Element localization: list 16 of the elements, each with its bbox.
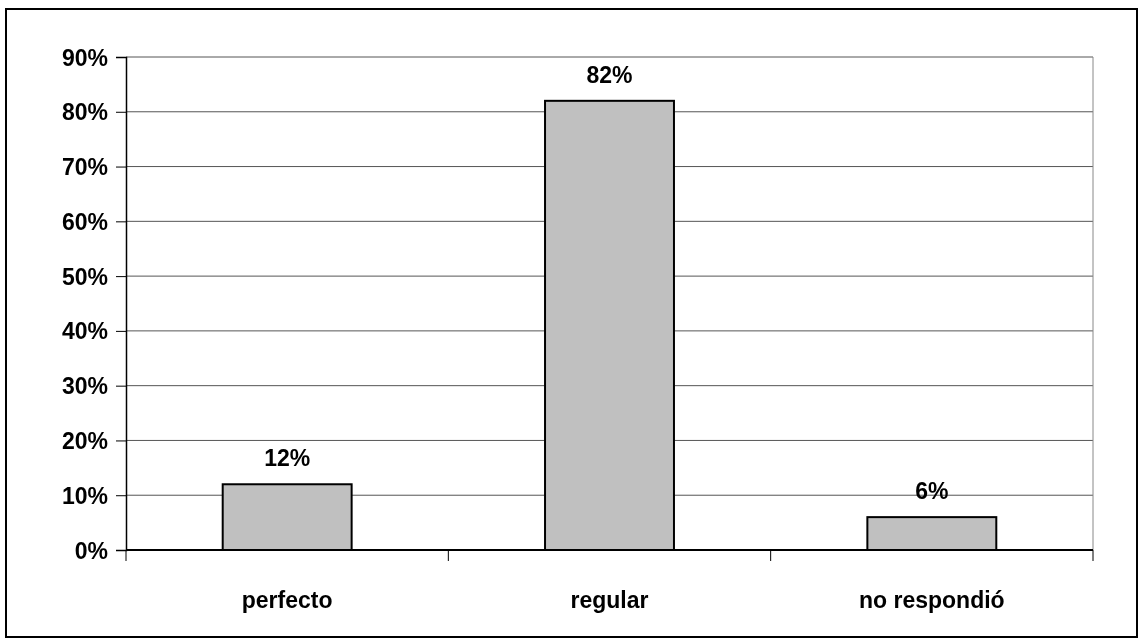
data-label: 6% (915, 478, 949, 505)
data-label: 82% (586, 61, 633, 88)
y-tick-label: 50% (61, 263, 108, 290)
y-tick-label: 40% (61, 318, 108, 345)
y-tick-label: 10% (61, 482, 108, 509)
x-tick-label: regular (570, 587, 649, 613)
y-tick-label: 80% (61, 99, 108, 126)
x-tick-label: perfecto (241, 587, 333, 613)
y-tick-label: 20% (61, 427, 108, 454)
y-tick-label: 30% (61, 373, 108, 400)
y-tick-label: 90% (61, 44, 108, 71)
y-tick-label: 0% (74, 537, 108, 564)
x-tick-label: no respondió (859, 587, 1005, 613)
y-tick-label: 70% (61, 154, 108, 181)
y-tick-label: 60% (61, 208, 108, 235)
data-label: 12% (264, 445, 311, 472)
